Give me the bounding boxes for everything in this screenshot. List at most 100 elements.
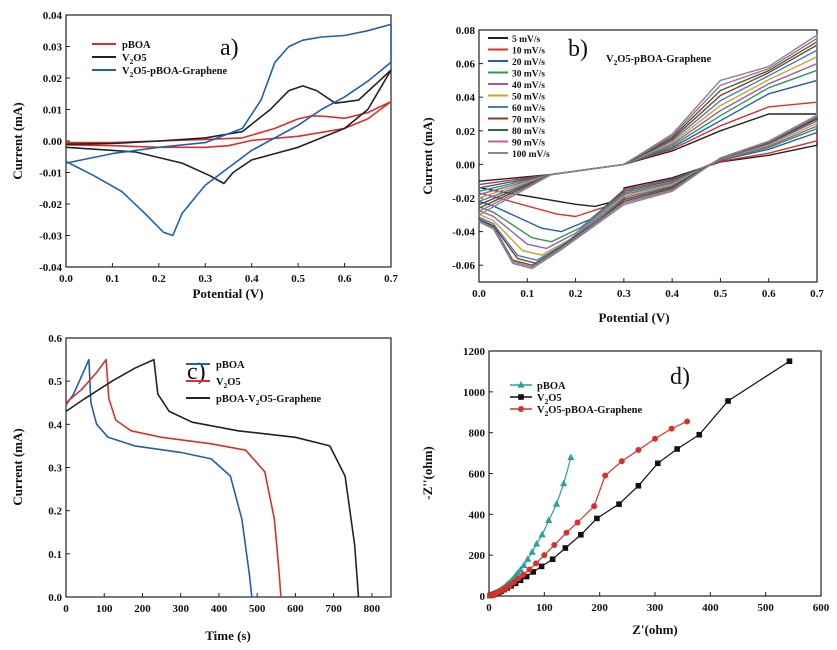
panel-c-xlabel: Time (s) [205, 628, 251, 643]
y-tick-label: 1000 [463, 387, 486, 399]
legend-name-suffix: O5-pBOA-Graphene [548, 405, 642, 416]
legend-label: pBOA [216, 360, 245, 371]
x-tick-label: 0.5 [714, 288, 728, 300]
y-tick-label: 0.03 [43, 42, 63, 54]
data-point [602, 472, 609, 479]
y-tick-label: 0.3 [48, 463, 62, 475]
data-point [533, 560, 540, 567]
scanrate-loop-3 [478, 69, 818, 243]
legend-name-sub: 2 [256, 398, 260, 407]
data-point [786, 358, 793, 365]
x-tick-label: 500 [249, 603, 266, 615]
data-point [530, 569, 537, 575]
legend-name: pBOA [216, 360, 245, 371]
panel-d-label: d) [670, 364, 690, 390]
legend-label: 50 mV/s [512, 93, 545, 103]
y-tick-label: 0.2 [48, 506, 62, 518]
scanrate-loop-4 [478, 62, 818, 250]
x-tick-label: 400 [702, 602, 719, 614]
panel-b-frame [478, 29, 818, 283]
data-point [725, 398, 731, 404]
legend-name: V [122, 66, 130, 77]
x-tick-label: 600 [813, 602, 830, 614]
data-point [616, 501, 622, 507]
legend-label: pBOA-V2O5-Graphene [216, 394, 322, 407]
panel-b-cv-scanrates: 0.0 0.1 0.2 0.3 0.4 0.5 0.6 0.7 -0.06 -0.04 -0.02 0… [420, 25, 824, 325]
legend-name-suffix: O5 [227, 377, 240, 388]
x-tick-label: 0.0 [472, 288, 486, 300]
x-tick-label: 200 [591, 602, 608, 614]
x-tick-label: 0.5 [291, 273, 305, 285]
data-point [538, 563, 545, 570]
legend-label: V2O5 [537, 393, 562, 406]
data-point [520, 561, 528, 568]
y-tick-label: -0.04 [452, 227, 475, 239]
legend-label: V2O5-pBOA-Graphene [537, 405, 643, 418]
x-tick-label: 0.0 [59, 273, 73, 285]
x-tick-label: 0.2 [569, 288, 583, 300]
x-tick-label: 100 [96, 603, 113, 615]
x-tick-label: 0.4 [245, 273, 259, 285]
legend-label: 5 mV/s [512, 35, 541, 45]
legend-marker [518, 394, 524, 400]
data-point [515, 575, 522, 582]
nyquist-line-0 [490, 457, 572, 596]
y-tick-label: 400 [469, 509, 486, 521]
scanrate-loop-2 [478, 79, 818, 233]
nyquist-line-1 [489, 360, 790, 597]
legend-label: V2O5-pBOA-Graphene [122, 66, 228, 79]
data-point [654, 460, 661, 467]
y-tick-label: 0.02 [43, 73, 63, 85]
data-point [532, 539, 541, 547]
x-tick-label: 0.6 [762, 288, 776, 300]
legend-name-sub: 2 [545, 397, 549, 406]
x-tick-label: 700 [325, 603, 342, 615]
panel-b-xlabel: Potential (V) [598, 310, 669, 325]
data-point [562, 545, 569, 551]
x-tick-label: 0.6 [338, 273, 352, 285]
panel-c-ticks: 0 100 200 300 400 500 600 700 800 0.0 0.1 0.2 0.3 0.4… [48, 333, 380, 615]
legend-label: 70 mV/s [512, 116, 545, 126]
y-tick-label: 200 [469, 550, 486, 562]
legend-marker [518, 406, 524, 412]
y-tick-label: 0.00 [43, 136, 63, 148]
data-point [591, 503, 598, 510]
legend-name: V [537, 405, 545, 416]
legend-name: pBOA [122, 40, 151, 51]
legend-label: pBOA [537, 381, 566, 392]
panel-c-label: c) [187, 359, 206, 385]
legend-name-suffix: O5 [133, 53, 146, 64]
x-tick-label: 300 [172, 603, 189, 615]
data-point [674, 446, 680, 452]
series-line-1 [65, 358, 282, 598]
data-point [520, 571, 527, 578]
x-tick-label: 500 [757, 602, 774, 614]
x-tick-label: 400 [211, 603, 228, 615]
x-tick-label: 0 [486, 602, 492, 614]
x-tick-label: 200 [134, 603, 151, 615]
data-point [578, 531, 584, 538]
y-tick-label: 0.02 [456, 126, 476, 138]
data-point [652, 435, 658, 442]
data-point [563, 529, 570, 536]
panel-b-label: b) [568, 36, 588, 62]
y-tick-label: -0.02 [452, 193, 475, 205]
legend-marker [517, 381, 525, 388]
series-line-0 [65, 100, 392, 149]
legend-name: V [216, 377, 224, 388]
panel-d-ylabel: -Z''(ohm) [420, 446, 435, 499]
scanrate-loop-10 [478, 34, 818, 270]
data-point [696, 431, 703, 438]
legend-label: V2O5 [122, 53, 147, 66]
data-point [684, 418, 691, 425]
scanrate-loop-1 [478, 101, 818, 218]
legend-label: 30 mV/s [512, 70, 545, 80]
scanrate-loop-5 [478, 56, 818, 256]
panel-a-ylabel: Current (mA) [10, 102, 25, 179]
x-tick-label: 600 [287, 603, 304, 615]
legend-name-suffix: O5 [548, 393, 561, 404]
legend-name-suffix: O5-Graphene [259, 394, 321, 405]
